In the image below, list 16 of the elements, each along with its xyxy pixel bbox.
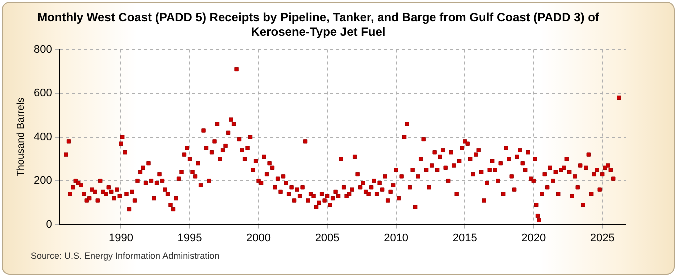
x-tick-label: 2015 <box>452 232 478 244</box>
x-tick-label: 2000 <box>246 232 272 244</box>
x-tick-label: 2010 <box>384 232 409 244</box>
chart-title: Monthly West Coast (PADD 5) Receipts by Pipeline, Tanker, and Barge from Gulf Coast (PADD 3) of Kerosene-Type Jet Fuel <box>38 10 600 39</box>
x-tick-label: 1990 <box>109 232 134 244</box>
source-note: Source: U.S. Energy Information Administration <box>31 251 220 261</box>
y-tick-label: 800 <box>34 44 52 56</box>
x-tick-label: 2005 <box>315 232 340 244</box>
y-tick-label: 0 <box>46 218 52 231</box>
y-tick-label: 200 <box>34 175 52 188</box>
y-tick-label: 400 <box>34 131 52 144</box>
x-tick-label: 2020 <box>522 232 546 244</box>
x-tick-label: 2025 <box>590 232 615 244</box>
y-axis-title: Thousand Barrels <box>16 98 27 177</box>
x-tick-label: 1995 <box>178 232 202 244</box>
y-tick-label: 600 <box>34 88 52 100</box>
